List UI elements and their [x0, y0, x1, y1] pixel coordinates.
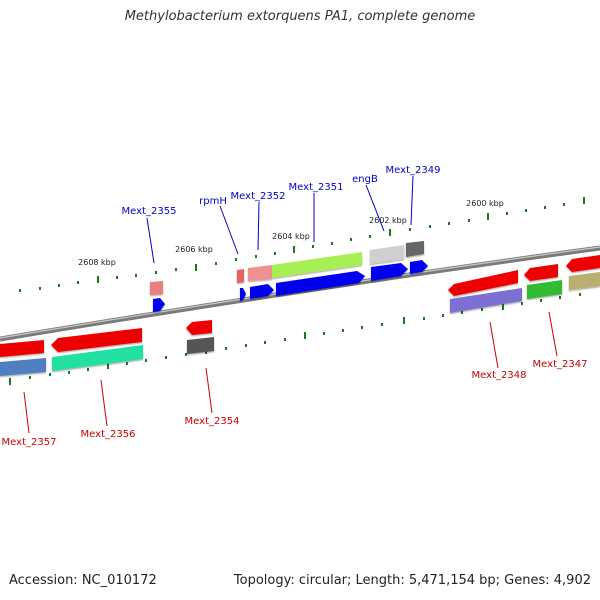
- accession-text: Accession: NC_010172: [9, 573, 157, 588]
- gene-block: [450, 288, 522, 313]
- gene-block: [406, 241, 424, 257]
- gene-arrow: [51, 328, 142, 352]
- gene-block: [150, 281, 163, 295]
- scale-label: 2606 kbp: [175, 245, 213, 254]
- scale-labels: 2608 kbp 2606 kbp 2604 kbp 2602 kbp 2600…: [78, 199, 504, 267]
- gene-label: Mext_2356: [81, 429, 136, 440]
- gene-block: [0, 358, 46, 376]
- scale-label: 2604 kbp: [272, 232, 310, 241]
- gene-arrow: [153, 298, 165, 312]
- outer-reverse-features: [150, 241, 424, 295]
- gene-arrow: [566, 255, 600, 272]
- map-title: Methylobacterium extorquens PA1, complet…: [124, 9, 476, 24]
- inner-left-features: [0, 320, 214, 376]
- gene-block: [248, 265, 272, 281]
- scale-label: 2602 kbp: [369, 216, 407, 225]
- gene-block: [370, 245, 404, 264]
- forward-gene-labels: Mext_2355 rpmH Mext_2352 Mext_2351 engB …: [122, 165, 441, 217]
- gene-block: [527, 280, 562, 299]
- reverse-gene-labels: Mext_2357 Mext_2356 Mext_2354 Mext_2348 …: [2, 359, 588, 448]
- gene-label: Mext_2354: [185, 416, 240, 427]
- gene-label: Mext_2352: [231, 191, 286, 202]
- gene-label: Mext_2349: [386, 165, 441, 176]
- gene-arrow: [371, 263, 408, 281]
- gene-label: Mext_2357: [2, 437, 57, 448]
- gene-arrow: [410, 260, 428, 274]
- gene-label: Mext_2348: [472, 370, 527, 381]
- outer-forward-features: [153, 260, 428, 312]
- gene-arrow: [250, 284, 274, 299]
- genome-summary-text: Topology: circular; Length: 5,471,154 bp…: [233, 573, 591, 588]
- gene-arrow: [276, 271, 365, 296]
- gene-block: [187, 337, 214, 354]
- gene-block: [237, 269, 244, 283]
- outer-tick-ring: [19, 197, 585, 292]
- gene-arrow: [186, 320, 212, 335]
- gene-arrow: [0, 340, 44, 357]
- gene-block: [52, 345, 143, 371]
- gene-label: Mext_2355: [122, 206, 177, 217]
- reverse-label-leaders: [23, 311, 558, 434]
- gene-label: rpmH: [199, 196, 227, 207]
- forward-label-leaders: [146, 175, 414, 264]
- inner-right-features: [448, 255, 600, 313]
- gene-block: [272, 252, 362, 278]
- scale-label: 2608 kbp: [78, 258, 116, 267]
- gene-block: [569, 272, 600, 290]
- gene-label: engB: [352, 174, 378, 185]
- gene-arrow: [240, 288, 246, 301]
- scale-label: 2600 kbp: [466, 199, 504, 208]
- gene-arrow: [448, 270, 518, 296]
- gene-label: Mext_2347: [533, 359, 588, 370]
- gene-label: Mext_2351: [289, 182, 344, 193]
- gene-arrow: [524, 264, 558, 281]
